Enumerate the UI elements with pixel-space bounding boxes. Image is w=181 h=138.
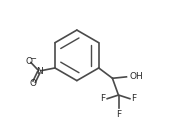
Text: O: O xyxy=(30,79,37,87)
Text: F: F xyxy=(100,94,106,103)
Text: OH: OH xyxy=(129,72,143,81)
Text: F: F xyxy=(132,94,137,103)
Text: −: − xyxy=(29,54,36,63)
Text: F: F xyxy=(116,110,121,119)
Text: O: O xyxy=(26,57,33,66)
Text: N: N xyxy=(36,67,43,76)
